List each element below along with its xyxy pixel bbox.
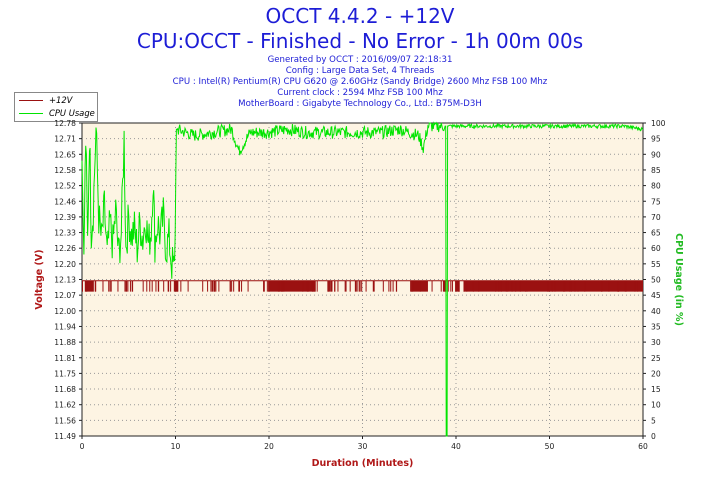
legend-swatch-voltage [19, 99, 43, 101]
y2-tick-label: 30 [651, 338, 661, 347]
x-tick-label: 40 [451, 442, 461, 451]
y-tick-label: 12.46 [54, 197, 76, 206]
voltage-dense-band [455, 280, 460, 292]
cpu-usage-line [81, 121, 644, 437]
y2-tick-label: 95 [651, 135, 661, 144]
y2-tick-label: 90 [651, 150, 661, 159]
y2-tick-label: 5 [651, 416, 656, 425]
y2-tick-label: 55 [651, 260, 661, 269]
legend-swatch-cpu [19, 112, 43, 114]
voltage-dense-band [411, 280, 428, 292]
x-tick-label: 0 [80, 442, 85, 451]
y-tick-label: 12.07 [54, 291, 76, 300]
y-tick-label: 11.62 [54, 401, 76, 410]
y2-tick-label: 0 [651, 432, 656, 441]
info-generated: Generated by OCCT : 2016/09/07 22:18:31 [267, 55, 453, 65]
info-cpu: CPU : Intel(R) Pentium(R) CPU G620 @ 2.6… [172, 77, 548, 87]
y2-tick-label: 75 [651, 197, 661, 206]
y-tick-label: 11.88 [54, 338, 76, 347]
y-tick-label: 12.65 [54, 150, 76, 159]
y2-axis-label: CPU Usage (in %) [673, 233, 684, 326]
y2-tick-label: 25 [651, 354, 661, 363]
info-clock: Current clock : 2594 Mhz FSB 100 Mhz [277, 88, 443, 98]
x-tick-label: 50 [545, 442, 555, 451]
y-tick-label: 12.78 [54, 119, 76, 128]
y2-tick-label: 50 [651, 276, 661, 285]
chart-subtitle: CPU:OCCT - Finished - No Error - 1h 00m … [136, 29, 584, 53]
y-tick-label: 12.13 [54, 276, 76, 285]
y-tick-label: 11.81 [54, 354, 76, 363]
voltage-dense-band [84, 280, 94, 292]
y-tick-label: 12.39 [54, 213, 76, 222]
y2-tick-label: 70 [651, 213, 661, 222]
y2-tick-label: 10 [651, 401, 661, 410]
voltage-dense-band [463, 280, 643, 292]
x-tick-label: 20 [264, 442, 274, 451]
y-tick-label: 12.33 [54, 229, 76, 238]
chart-title: OCCT 4.4.2 - +12V [265, 4, 455, 28]
y2-tick-label: 85 [651, 166, 661, 175]
chart-legend: +12V CPU Usage [14, 92, 98, 122]
y-tick-label: 11.94 [54, 322, 76, 331]
y-tick-label: 12.20 [54, 260, 76, 269]
info-config: Config : Large Data Set, 4 Threads [285, 66, 435, 76]
series-cpu-usage [81, 121, 644, 437]
x-tick-label: 10 [171, 442, 181, 451]
info-motherboard: MotherBoard : Gigabyte Technology Co., L… [238, 99, 482, 109]
y2-tick-label: 35 [651, 322, 661, 331]
legend-item-voltage: +12V [19, 94, 72, 106]
y-tick-label: 12.26 [54, 244, 76, 253]
y-tick-label: 11.56 [54, 416, 76, 425]
y2-tick-label: 15 [651, 385, 661, 394]
y2-tick-label: 65 [651, 229, 661, 238]
x-tick-label: 30 [358, 442, 368, 451]
y2-tick-label: 60 [651, 244, 661, 253]
y-tick-label: 12.58 [54, 166, 76, 175]
y-tick-label: 11.49 [54, 432, 76, 441]
legend-item-cpu: CPU Usage [19, 107, 95, 119]
legend-label-voltage: +12V [49, 95, 73, 105]
y2-tick-label: 20 [651, 369, 661, 378]
y-tick-label: 12.71 [54, 135, 76, 144]
y2-tick-label: 80 [651, 182, 661, 191]
y-tick-label: 12.52 [54, 182, 76, 191]
y2-tick-label: 40 [651, 307, 661, 316]
series-voltage [82, 280, 643, 292]
y-tick-label: 11.68 [54, 385, 76, 394]
y-tick-label: 12.00 [54, 307, 76, 316]
y-axis-label: Voltage (V) [34, 249, 45, 309]
voltage-dense-band [372, 280, 375, 292]
x-axis-label: Duration (Minutes) [312, 458, 414, 469]
x-tick-label: 60 [638, 442, 648, 451]
voltage-dense-band [268, 280, 316, 292]
legend-label-cpu: CPU Usage [49, 108, 95, 118]
y2-tick-label: 45 [651, 291, 661, 300]
y2-tick-label: 100 [651, 119, 666, 128]
y-tick-label: 11.75 [54, 369, 76, 378]
